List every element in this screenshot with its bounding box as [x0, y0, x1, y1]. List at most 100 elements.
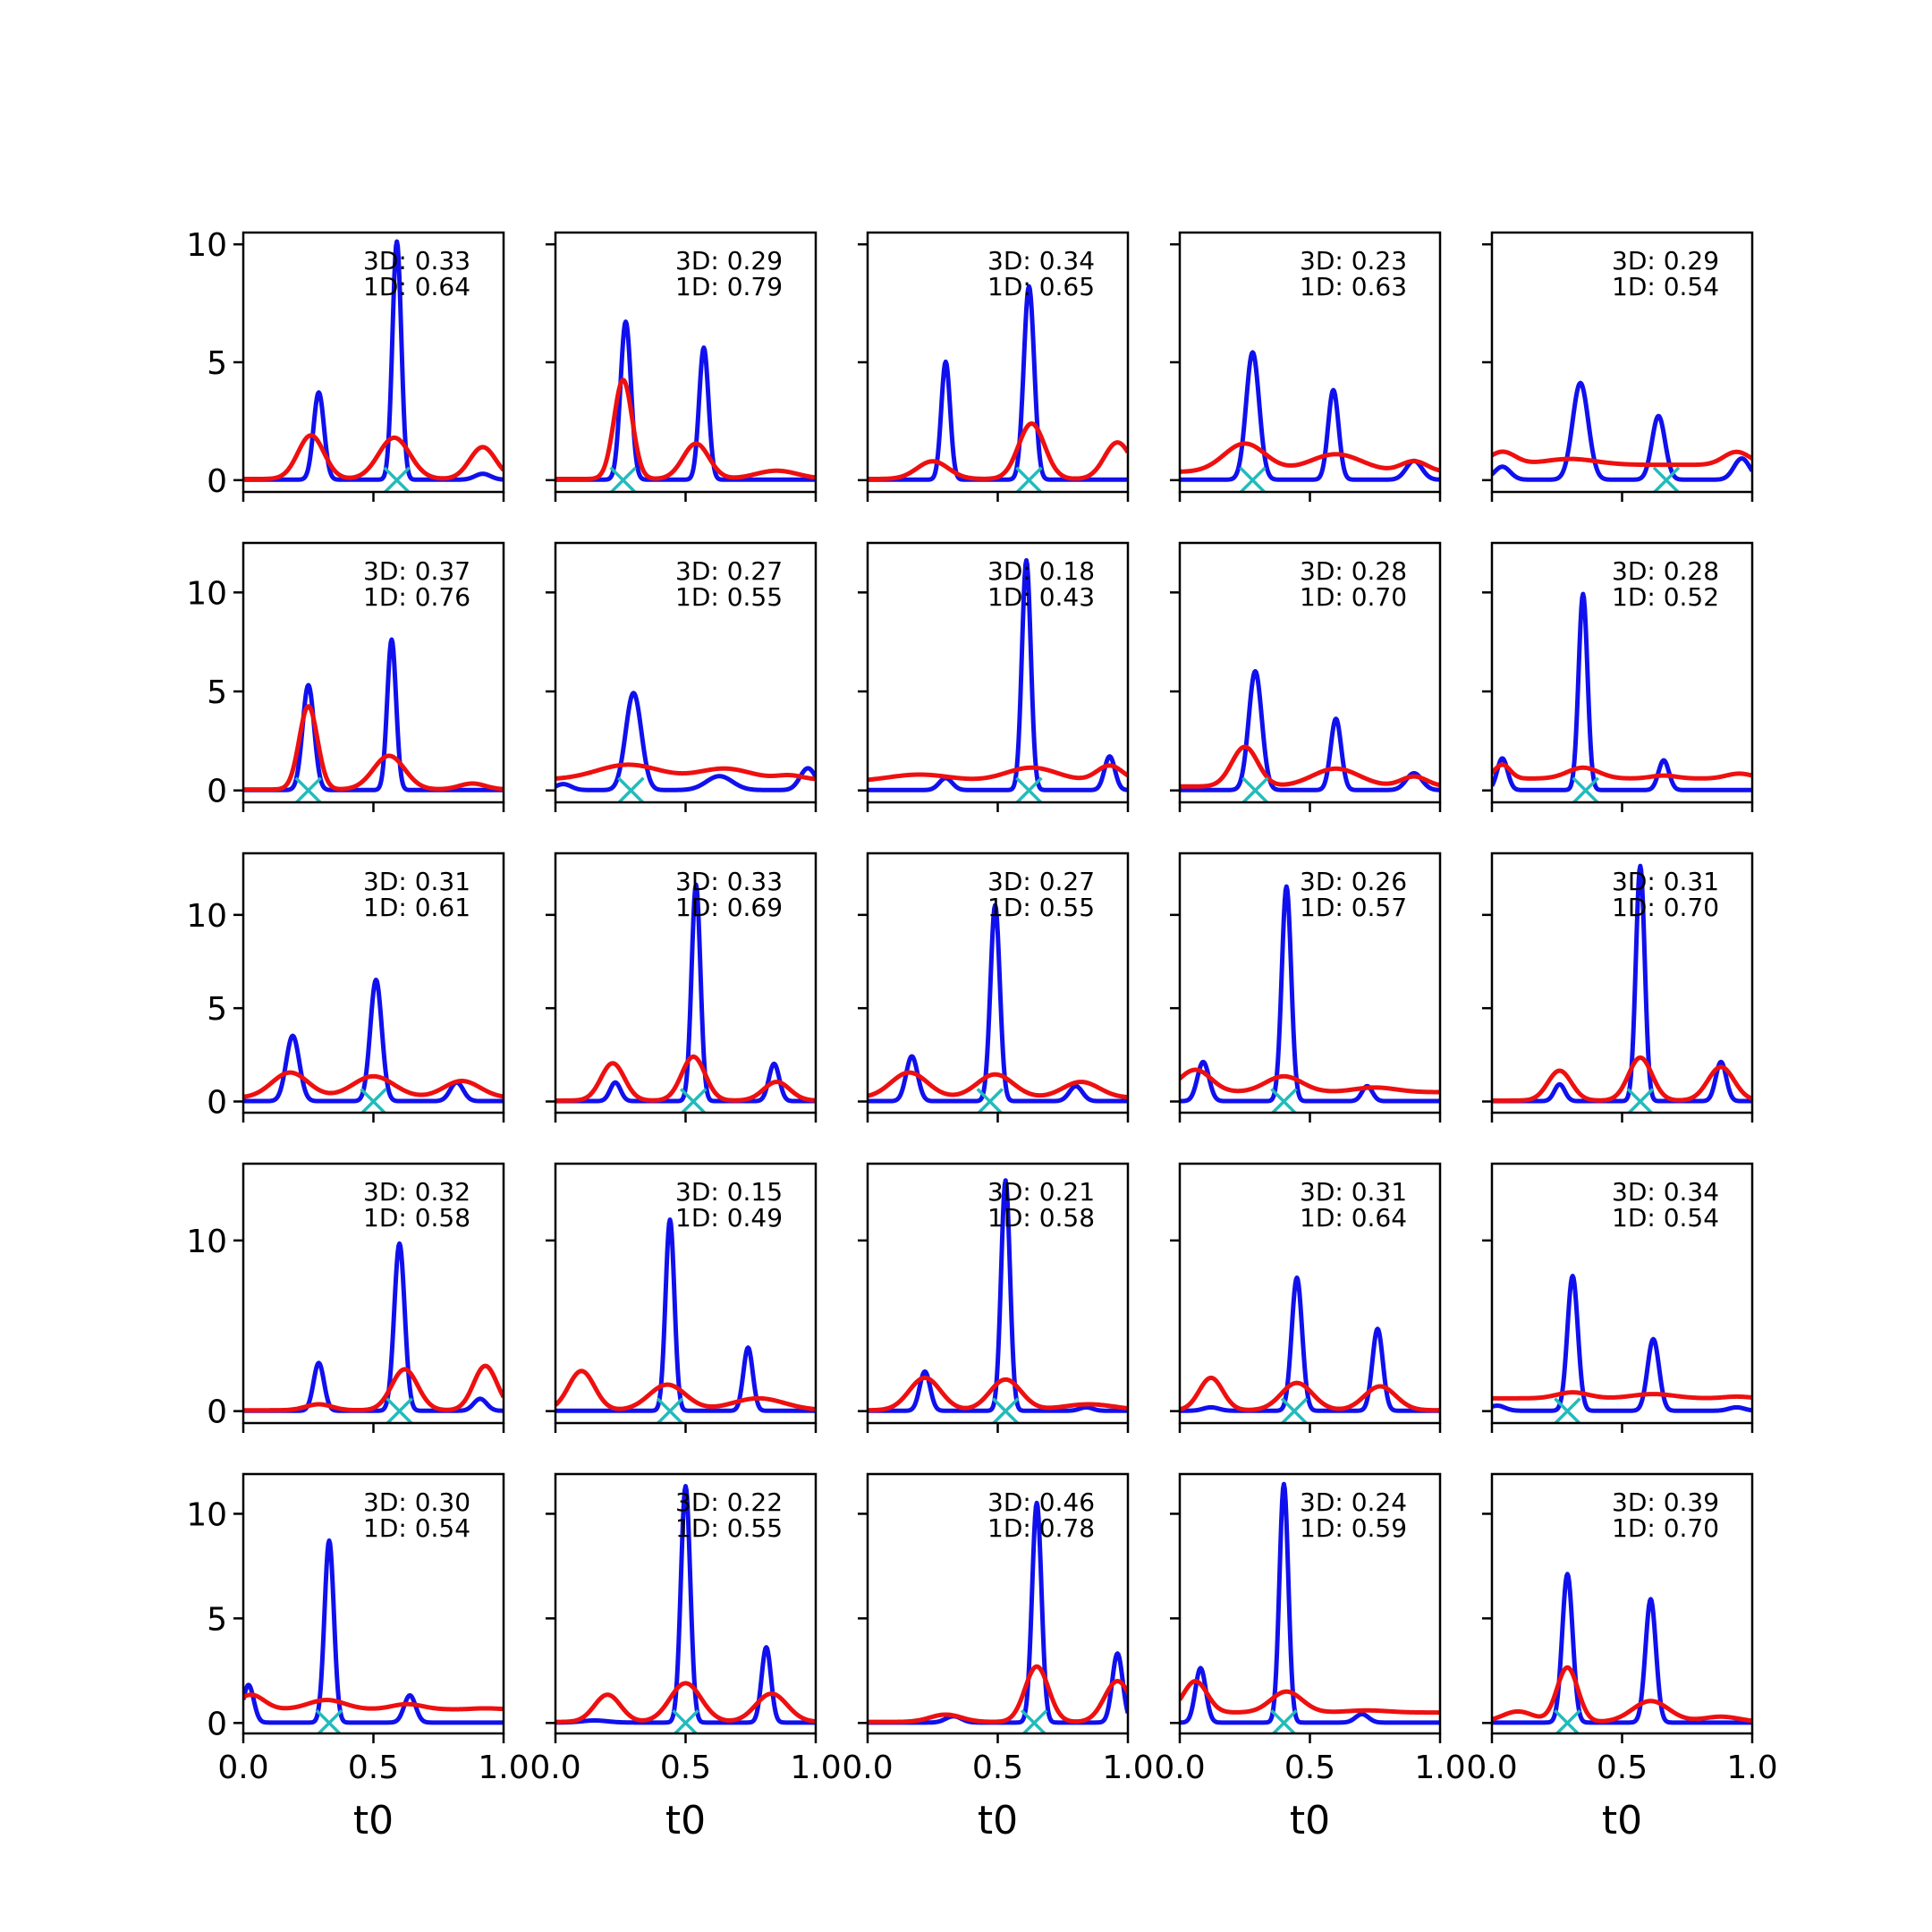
- panel-plot-area: [243, 977, 504, 1113]
- x-axis-label: t0: [665, 1798, 706, 1843]
- panel-plot-area: [1180, 884, 1440, 1113]
- panel-annotation: 3D: 0.32: [363, 1177, 470, 1207]
- panel-annotation: 1D: 0.55: [987, 893, 1095, 922]
- blue-series-line: [1180, 668, 1440, 792]
- blue-series-line: [1492, 863, 1752, 1104]
- marker-x-point: [1554, 1709, 1581, 1733]
- x-tick-label: 0.5: [972, 1750, 1023, 1786]
- panel-annotation: 1D: 0.70: [1612, 893, 1719, 922]
- x-tick-label: 0.5: [1284, 1750, 1335, 1786]
- marker-x-point: [315, 1709, 343, 1733]
- blue-series-line: [243, 239, 504, 482]
- panel-annotation: 3D: 0.46: [987, 1487, 1095, 1517]
- x-tick-label: 0.0: [842, 1750, 893, 1786]
- panel-annotation: 3D: 0.27: [675, 556, 783, 586]
- panel-plot-area: [1180, 668, 1440, 802]
- marker-x-point: [609, 466, 637, 492]
- marker-x-point: [360, 1088, 387, 1113]
- blue-series-line: [1492, 1274, 1752, 1413]
- blue-series-line: [243, 1538, 504, 1725]
- y-tick-label: 10: [186, 898, 227, 935]
- marker-x-point: [1270, 1088, 1298, 1113]
- panel-annotation: 1D: 0.59: [1300, 1513, 1407, 1543]
- red-series-line: [243, 433, 504, 481]
- marker-x-point: [991, 1397, 1020, 1423]
- panel-plot-area: [1180, 1481, 1440, 1733]
- panel-annotation: 1D: 0.78: [987, 1513, 1095, 1543]
- blue-series-line: [868, 557, 1128, 792]
- x-tick-label: 0.5: [348, 1750, 399, 1786]
- panel-annotation: 3D: 0.31: [1612, 867, 1719, 896]
- marker-x-point: [1015, 776, 1043, 802]
- red-series-line: [555, 377, 816, 481]
- panel-annotation: 1D: 0.54: [1612, 1203, 1719, 1233]
- red-series-line: [555, 1681, 816, 1724]
- red-series-line: [1492, 449, 1752, 468]
- panel-plot-area: [555, 691, 816, 802]
- panel-annotation: 3D: 0.15: [675, 1177, 783, 1207]
- x-tick-label: 0.0: [1154, 1750, 1205, 1786]
- blue-series-line: [868, 1178, 1128, 1413]
- panel-annotation: 3D: 0.31: [1300, 1177, 1407, 1207]
- y-tick-label: 10: [186, 575, 227, 612]
- panel-annotation: 1D: 0.58: [987, 1203, 1095, 1233]
- panel-annotation: 1D: 0.58: [363, 1203, 470, 1233]
- blue-series-line: [1180, 350, 1440, 482]
- blue-series-line: [868, 902, 1128, 1104]
- marker-x-point: [1626, 1088, 1655, 1113]
- panel-annotation: 3D: 0.31: [363, 867, 470, 896]
- panel-annotation: 3D: 0.21: [987, 1177, 1095, 1207]
- x-tick-label: 1.0: [1414, 1750, 1465, 1786]
- panel-plot-area: [555, 1484, 816, 1733]
- x-tick-label: 0.5: [660, 1750, 711, 1786]
- red-series-line: [1492, 1665, 1752, 1724]
- panel-annotation: 1D: 0.63: [1300, 272, 1407, 301]
- y-tick-label: 10: [186, 227, 227, 264]
- red-series-line: [868, 1664, 1128, 1724]
- panel-annotation: 3D: 0.24: [1300, 1487, 1407, 1517]
- panel-plot-area: [243, 239, 504, 492]
- x-axis-label: t0: [1602, 1798, 1642, 1843]
- marker-x-point: [656, 1397, 684, 1423]
- x-axis-label: t0: [353, 1798, 394, 1843]
- y-tick-label: 0: [207, 1394, 227, 1431]
- panel-annotation: 1D: 0.43: [987, 582, 1095, 612]
- panel-annotation: 1D: 0.54: [363, 1513, 470, 1543]
- red-series-line: [243, 1070, 504, 1099]
- panel-annotation: 1D: 0.61: [363, 893, 470, 922]
- panel-annotation: 1D: 0.57: [1300, 893, 1407, 922]
- y-tick-label: 0: [207, 463, 227, 500]
- panel-annotation: 3D: 0.34: [1612, 1177, 1719, 1207]
- blue-series-line: [555, 1484, 816, 1725]
- red-series-line: [1180, 1679, 1440, 1716]
- panel-annotation: 1D: 0.54: [1612, 272, 1719, 301]
- panel-annotation: 3D: 0.18: [987, 556, 1095, 586]
- red-series-line: [243, 1692, 504, 1712]
- red-series-line: [555, 1054, 816, 1103]
- panel-annotation: 3D: 0.29: [675, 246, 783, 275]
- red-series-line: [1180, 441, 1440, 474]
- panel-plot-area: [1492, 1274, 1752, 1423]
- panel-plot-area: [243, 1538, 504, 1733]
- panel-annotation: 1D: 0.49: [675, 1203, 783, 1233]
- panel-annotation: 3D: 0.29: [1612, 246, 1719, 275]
- panel-annotation: 3D: 0.28: [1300, 556, 1407, 586]
- marker-x-point: [1270, 1709, 1298, 1733]
- panel-annotation: 3D: 0.28: [1612, 556, 1719, 586]
- panel-annotation: 1D: 0.55: [675, 582, 783, 612]
